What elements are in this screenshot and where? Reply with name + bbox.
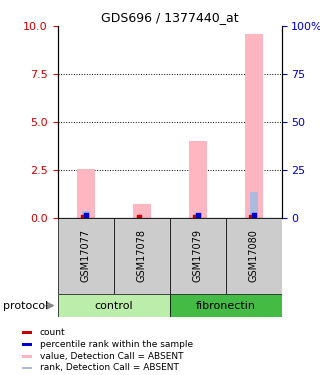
- Bar: [170, 294, 282, 317]
- Text: GSM17079: GSM17079: [193, 230, 203, 282]
- Text: percentile rank within the sample: percentile rank within the sample: [40, 340, 193, 349]
- Bar: [226, 217, 282, 294]
- Text: GSM17080: GSM17080: [249, 230, 259, 282]
- Text: protocol: protocol: [3, 301, 48, 310]
- Bar: [22, 355, 33, 358]
- Bar: [244, 34, 262, 218]
- Bar: [82, 211, 90, 218]
- Text: fibronectin: fibronectin: [196, 301, 256, 310]
- Bar: [58, 294, 170, 317]
- Bar: [132, 204, 150, 218]
- Point: [84, 212, 89, 218]
- Title: GDS696 / 1377440_at: GDS696 / 1377440_at: [101, 11, 238, 24]
- Point: [80, 213, 85, 219]
- Bar: [114, 217, 170, 294]
- Point: [192, 213, 197, 219]
- Bar: [58, 217, 114, 294]
- Bar: [22, 367, 33, 369]
- Bar: [170, 217, 226, 294]
- Text: value, Detection Call = ABSENT: value, Detection Call = ABSENT: [40, 352, 183, 361]
- Point: [136, 213, 141, 219]
- Text: count: count: [40, 328, 66, 338]
- Point: [248, 213, 253, 219]
- Point: [196, 212, 201, 218]
- Bar: [22, 343, 33, 346]
- Text: rank, Detection Call = ABSENT: rank, Detection Call = ABSENT: [40, 363, 179, 372]
- Point: [252, 212, 257, 218]
- Text: GSM17078: GSM17078: [137, 230, 147, 282]
- Bar: [189, 141, 207, 218]
- Bar: [194, 213, 202, 217]
- Bar: [250, 192, 258, 217]
- Bar: [77, 169, 95, 217]
- Text: GSM17077: GSM17077: [81, 230, 91, 282]
- Bar: [22, 332, 33, 334]
- Text: control: control: [94, 301, 133, 310]
